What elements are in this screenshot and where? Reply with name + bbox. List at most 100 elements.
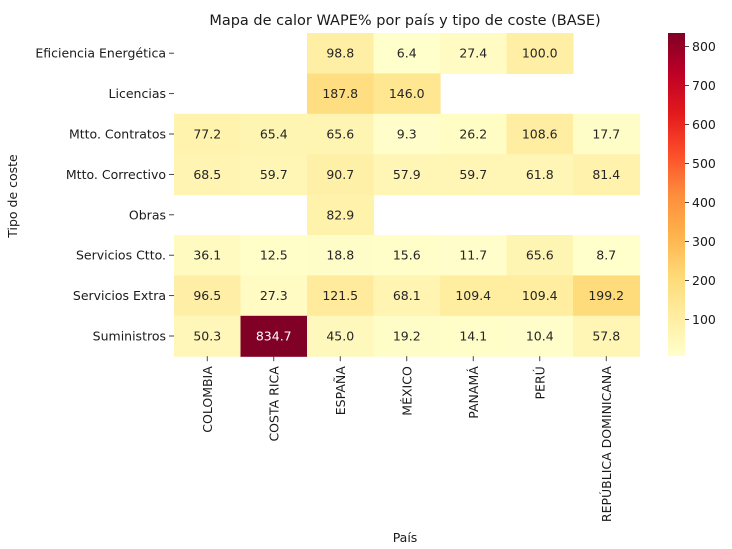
heatmap-cell — [506, 315, 574, 357]
cell-value-label: 26.2 — [459, 127, 487, 142]
cell-value-label: 18.8 — [326, 248, 354, 263]
x-tick-label: PERÚ — [532, 366, 547, 399]
x-tick-label: REPÚBLICA DOMINICANA — [599, 366, 614, 522]
cell-value-label: 59.7 — [459, 167, 487, 182]
heatmap-cell — [174, 113, 242, 155]
y-tick-label: Mtto. Contratos — [69, 127, 166, 142]
heatmap-cell — [240, 275, 308, 317]
heatmap-cell — [373, 33, 441, 74]
heatmap-cell — [307, 154, 375, 196]
cell-value-label: 68.1 — [393, 288, 421, 303]
cell-value-label: 8.7 — [596, 248, 616, 263]
heatmap-cell — [307, 315, 375, 357]
cell-value-label: 109.4 — [455, 288, 491, 303]
colorbar-tick-label: 100 — [692, 312, 716, 327]
heatmap-cell — [373, 275, 441, 317]
heatmap-cell — [506, 235, 574, 276]
heatmap-cell — [573, 154, 641, 196]
cell-value-label: 65.6 — [326, 127, 354, 142]
colorbar-tick-label: 500 — [692, 156, 716, 171]
cell-value-label: 9.3 — [397, 127, 417, 142]
heatmap-cell — [506, 33, 574, 74]
colorbar-tick-label: 800 — [692, 39, 716, 54]
cell-value-label: 27.3 — [260, 288, 288, 303]
x-axis-label: País — [393, 530, 418, 545]
y-axis: Eficiencia Energética Licencias Mtto. Cont… — [35, 46, 174, 344]
cell-value-label: 57.8 — [592, 329, 620, 344]
x-tick-label: MÉXICO — [399, 366, 414, 416]
heatmap-cell — [307, 33, 375, 74]
heatmap-cell — [373, 73, 441, 115]
colorbar-tick-label: 700 — [692, 78, 716, 93]
cell-value-label: 50.3 — [193, 329, 221, 344]
colorbar-tick-label: 200 — [692, 273, 716, 288]
heatmap-cell — [307, 235, 375, 276]
heatmap-cell — [573, 315, 641, 357]
heatmap-cell — [573, 235, 641, 276]
heatmap-cell — [506, 154, 574, 196]
heatmap-cell — [174, 235, 242, 276]
heatmap-cell — [240, 315, 308, 357]
cell-value-label: 68.5 — [193, 167, 221, 182]
y-tick-label: Servicios Ctto. — [76, 248, 166, 263]
heatmap-cell — [440, 33, 508, 74]
cell-value-label: 834.7 — [256, 329, 292, 344]
cell-value-label: 65.6 — [526, 248, 554, 263]
colorbar: 100 200 300 400 500 600 700 800 — [668, 33, 716, 356]
heatmap-cell — [240, 235, 308, 276]
cell-value-label: 36.1 — [193, 248, 221, 263]
cell-value-label: 11.7 — [459, 248, 487, 263]
cell-value-label: 17.7 — [592, 127, 620, 142]
y-tick-label: Suministros — [93, 329, 166, 344]
cell-value-label: 27.4 — [459, 46, 487, 61]
heatmap-cell — [373, 315, 441, 357]
cell-value-label: 98.8 — [326, 46, 354, 61]
cell-value-label: 59.7 — [260, 167, 288, 182]
heatmap-cell — [307, 194, 375, 236]
heatmap-cell — [440, 113, 508, 155]
y-tick-label: Servicios Extra — [73, 288, 166, 303]
x-tick-label: PANAMÁ — [466, 366, 481, 419]
y-tick-label: Mtto. Correctivo — [66, 167, 166, 182]
cell-value-label: 109.4 — [522, 288, 558, 303]
colorbar-tick-label: 600 — [692, 117, 716, 132]
cell-value-label: 57.9 — [393, 167, 421, 182]
cell-value-label: 19.2 — [393, 329, 421, 344]
cell-value-label: 77.2 — [193, 127, 221, 142]
y-tick-label: Licencias — [109, 86, 166, 101]
colorbar-tick-label: 400 — [692, 195, 716, 210]
heatmap-cell — [440, 315, 508, 357]
cell-value-label: 45.0 — [326, 329, 354, 344]
x-tick-label: COLOMBIA — [200, 366, 215, 433]
heatmap-cell — [573, 113, 641, 155]
x-tick-label: ESPAÑA — [333, 366, 348, 415]
x-tick-label: COSTA RICA — [266, 366, 281, 442]
heatmap-cell — [240, 154, 308, 196]
heatmap-cell — [440, 235, 508, 276]
heatmap-cell — [240, 113, 308, 155]
cell-value-label: 108.6 — [522, 127, 558, 142]
heatmap-cell — [307, 73, 375, 115]
cell-value-label: 199.2 — [588, 288, 624, 303]
heatmap-cell — [174, 275, 242, 317]
heatmap-cell — [506, 113, 574, 155]
cell-value-label: 10.4 — [526, 329, 554, 344]
chart-title: Mapa de calor WAPE% por país y tipo de c… — [209, 13, 600, 29]
y-tick-label: Eficiencia Energética — [35, 46, 166, 61]
cell-value-label: 6.4 — [397, 46, 417, 61]
heatmap-cell — [307, 113, 375, 155]
y-axis-label: Tipo de coste — [5, 154, 20, 239]
cell-value-label: 65.4 — [260, 127, 288, 142]
cell-value-label: 90.7 — [326, 167, 354, 182]
cell-value-label: 146.0 — [389, 86, 425, 101]
cell-value-label: 15.6 — [393, 248, 421, 263]
cell-value-label: 121.5 — [322, 288, 358, 303]
heatmap-cell — [174, 154, 242, 196]
cell-value-label: 14.1 — [459, 329, 487, 344]
y-tick-label: Obras — [129, 207, 166, 222]
cell-value-label: 187.8 — [322, 86, 358, 101]
cell-value-label: 100.0 — [522, 46, 558, 61]
x-axis: COLOMBIA COSTA RICA ESPAÑA MÉXICO PANAMÁ PERÚ… — [200, 356, 614, 522]
heatmap-cell — [174, 315, 242, 357]
heatmap-cell — [573, 275, 641, 317]
